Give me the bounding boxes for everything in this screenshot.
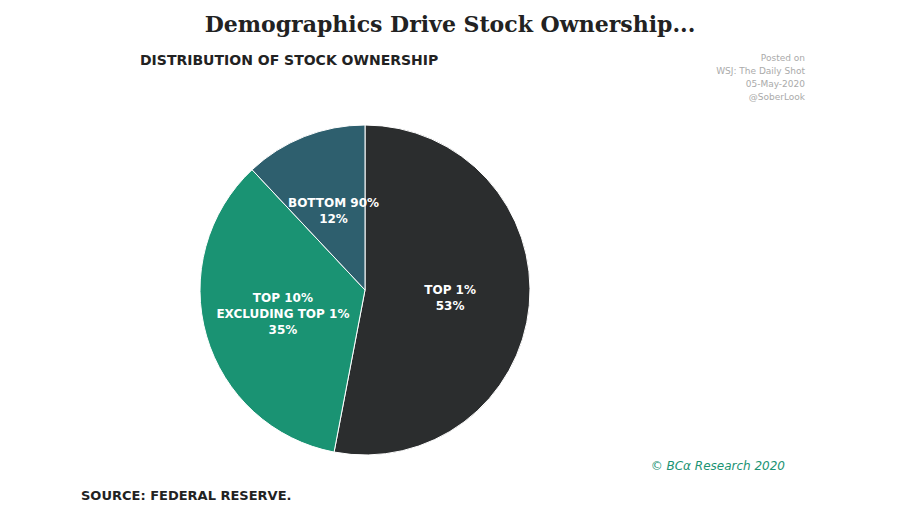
svg-text:53%: 53% (436, 299, 465, 313)
svg-text:BOTTOM 90%: BOTTOM 90% (288, 196, 379, 210)
svg-text:35%: 35% (269, 323, 298, 337)
svg-text:EXCLUDING TOP 1%: EXCLUDING TOP 1% (216, 307, 349, 321)
svg-text:@SoberLook: @SoberLook (749, 92, 806, 102)
svg-text:DISTRIBUTION OF STOCK OWNERSHI: DISTRIBUTION OF STOCK OWNERSHIP (140, 52, 438, 68)
svg-text:© BCα Research 2020: © BCα Research 2020 (651, 459, 786, 473)
svg-text:SOURCE: FEDERAL RESERVE.: SOURCE: FEDERAL RESERVE. (81, 488, 291, 503)
svg-text:WSJ: The Daily Shot: WSJ: The Daily Shot (716, 66, 805, 76)
svg-text:TOP 10%: TOP 10% (253, 291, 313, 305)
svg-text:Demographics Drive Stock Owner: Demographics Drive Stock Ownership... (205, 11, 696, 37)
svg-text:12%: 12% (319, 212, 348, 226)
svg-text:Posted on: Posted on (761, 53, 805, 63)
svg-text:TOP 1%: TOP 1% (424, 283, 476, 297)
svg-text:05-May-2020: 05-May-2020 (746, 79, 806, 89)
